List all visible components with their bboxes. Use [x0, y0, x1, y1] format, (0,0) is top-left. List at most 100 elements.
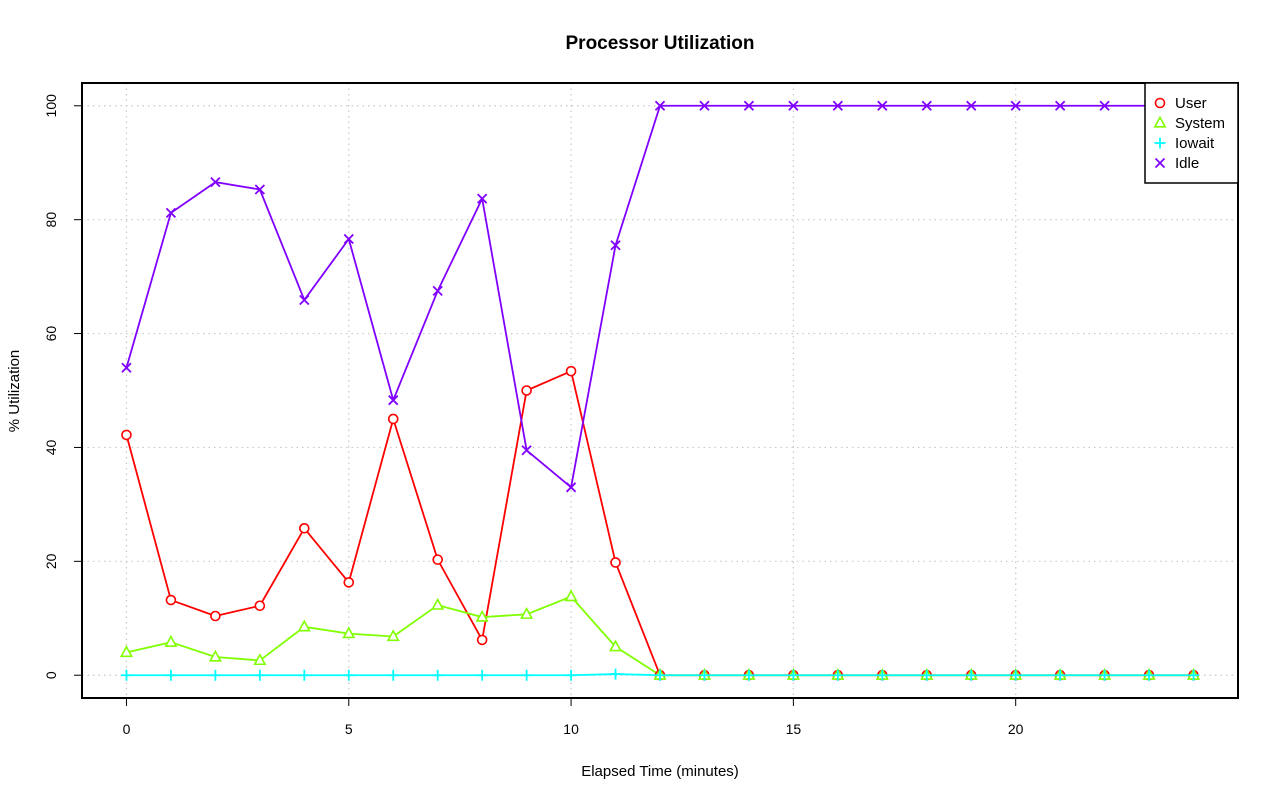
data-point-system [609, 639, 623, 652]
data-point-idle [343, 233, 354, 245]
series-line-user [125, 370, 1194, 677]
data-point-iowait [610, 668, 622, 680]
legend-label-iowait: Iowait [1175, 135, 1215, 152]
data-point-iowait [1010, 669, 1022, 681]
data-point-idle [966, 100, 977, 111]
data-point-user [210, 610, 221, 622]
data-point-idle [610, 240, 621, 251]
legend-marker-system [1153, 115, 1167, 128]
data-point-iowait [1099, 669, 1111, 681]
data-point-idle [210, 176, 221, 188]
data-point-iowait [1188, 669, 1200, 681]
data-point-system [386, 629, 400, 642]
data-point-idle [877, 100, 888, 111]
data-point-iowait [565, 669, 577, 681]
y-axis-label: % Utilization [6, 350, 23, 433]
data-point-user [343, 577, 355, 588]
y-tick-label: 80 [43, 212, 59, 228]
data-point-iowait [965, 669, 977, 681]
data-point-system [297, 619, 311, 632]
data-point-iowait [387, 669, 399, 681]
y-tick-label: 40 [43, 439, 59, 455]
data-point-idle [743, 100, 755, 111]
data-point-iowait [876, 669, 888, 681]
data-point-system [431, 597, 445, 610]
data-point-iowait [476, 669, 488, 681]
data-point-idle [121, 362, 132, 373]
data-point-iowait [1054, 669, 1066, 681]
data-point-user [121, 429, 132, 441]
x-tick-label: 0 [123, 721, 131, 737]
data-point-system [208, 649, 222, 662]
x-tick-label: 5 [345, 721, 353, 737]
data-point-iowait [654, 669, 666, 681]
data-point-user [565, 365, 577, 377]
data-point-idle [699, 100, 710, 111]
data-point-user [254, 600, 266, 612]
marker-layer [119, 100, 1201, 681]
series-line-system [126, 595, 1194, 677]
data-point-system [342, 626, 356, 639]
data-point-system [164, 634, 178, 647]
axes: 0 5 10 15 20 0 20 40 60 80 100 [43, 94, 1024, 737]
data-point-idle [1055, 100, 1066, 111]
data-point-system [253, 653, 267, 666]
data-point-user [610, 557, 621, 568]
data-point-system [475, 609, 489, 622]
data-point-system [119, 645, 133, 658]
legend-label-user: User [1175, 95, 1207, 112]
x-axis-label: Elapsed Time (minutes) [581, 763, 739, 780]
data-point-idle [165, 207, 177, 218]
legend-label-system: System [1175, 115, 1225, 132]
y-tick-label: 0 [43, 671, 59, 679]
x-tick-label: 15 [786, 721, 802, 737]
data-point-iowait [832, 669, 844, 681]
data-point-iowait [698, 669, 710, 681]
data-point-idle [1010, 100, 1021, 111]
series-layer [125, 104, 1194, 677]
x-tick-label: 10 [563, 721, 579, 737]
data-point-system [520, 607, 534, 619]
data-point-idle [654, 100, 666, 111]
data-point-user [165, 594, 177, 606]
data-point-system [564, 589, 578, 602]
data-point-idle [521, 445, 532, 456]
data-point-iowait [1143, 669, 1155, 681]
data-point-iowait [432, 669, 444, 681]
data-point-iowait [743, 669, 755, 681]
data-point-iowait [254, 669, 266, 681]
data-point-user [387, 413, 399, 425]
data-point-iowait [165, 669, 177, 681]
data-point-iowait [209, 669, 221, 681]
data-point-user [521, 385, 532, 396]
chart-title: Processor Utilization [566, 33, 755, 54]
data-point-iowait [787, 669, 799, 681]
data-point-user [432, 554, 443, 565]
data-point-idle [477, 193, 488, 204]
data-point-iowait [343, 669, 355, 681]
legend-marker-user [1154, 97, 1166, 109]
y-tick-label: 100 [43, 94, 59, 118]
series-line-idle [125, 104, 1194, 489]
data-point-iowait [298, 669, 310, 681]
data-point-iowait [521, 669, 533, 681]
data-point-idle [921, 100, 932, 111]
data-point-user [299, 523, 310, 534]
data-point-idle [1099, 100, 1110, 111]
x-tick-label: 20 [1008, 721, 1024, 737]
data-point-idle [788, 100, 799, 111]
data-point-idle [832, 100, 843, 111]
y-tick-label: 60 [43, 326, 59, 342]
data-point-user [476, 634, 488, 646]
legend: User System Iowait Idle [1144, 82, 1239, 184]
y-tick-label: 20 [43, 553, 59, 569]
data-point-idle [388, 395, 399, 406]
data-point-idle [299, 294, 310, 306]
data-point-iowait [921, 669, 933, 681]
data-point-idle [432, 285, 443, 296]
legend-marker-idle [1154, 157, 1166, 169]
data-point-iowait [120, 669, 132, 681]
data-point-idle [254, 184, 265, 195]
